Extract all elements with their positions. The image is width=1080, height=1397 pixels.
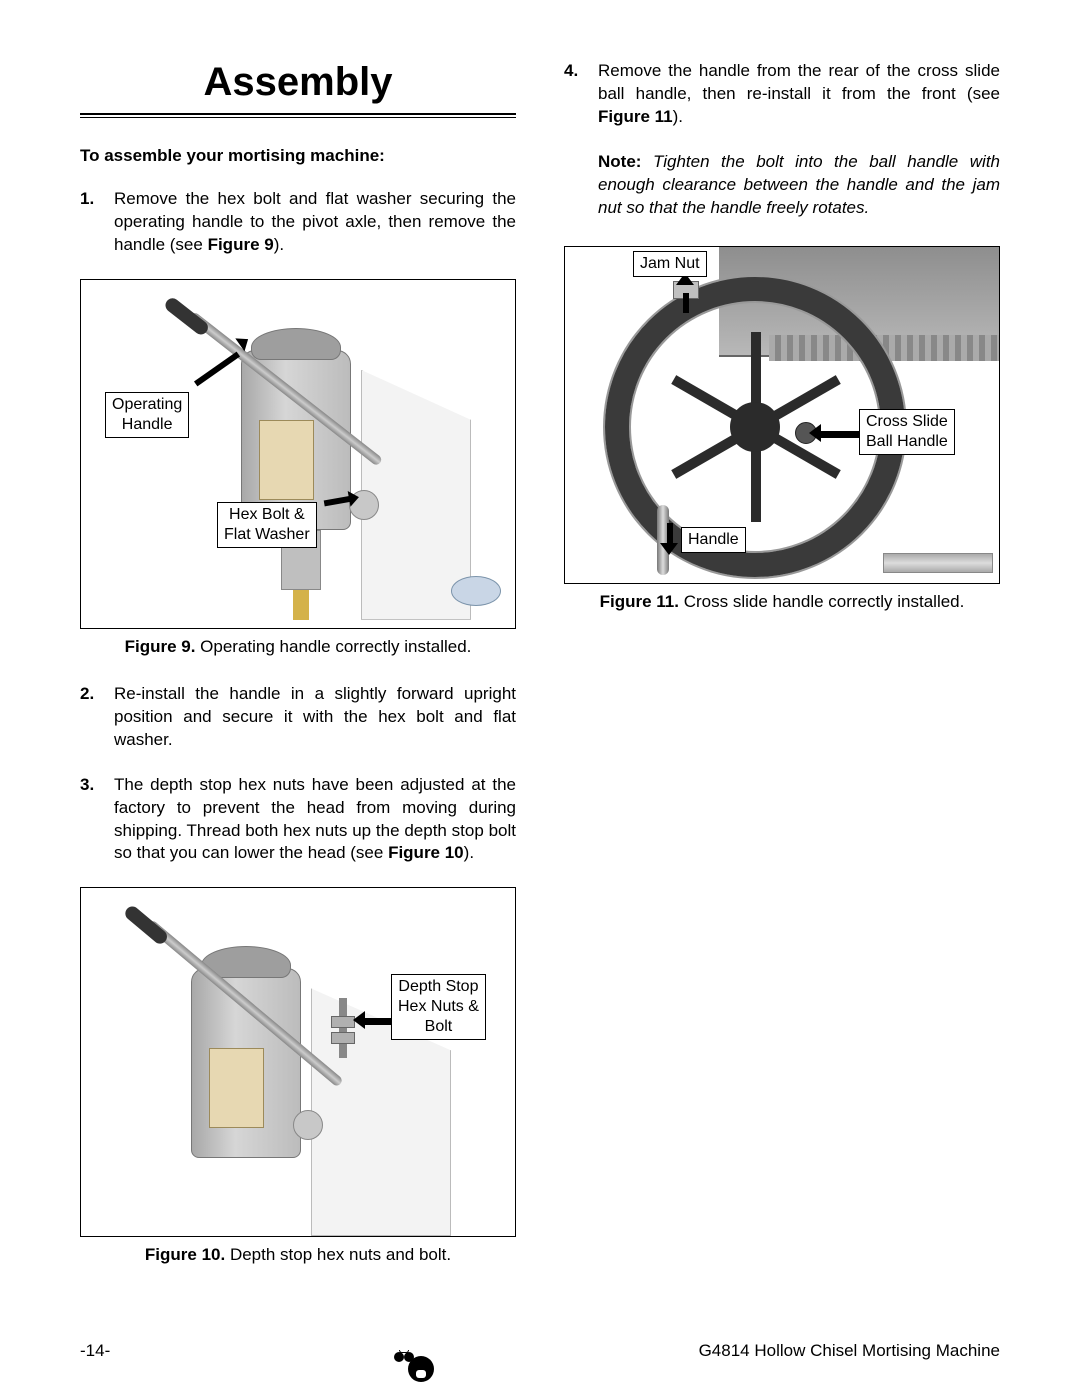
caption-text: Depth stop hex nuts and bolt. bbox=[225, 1245, 451, 1264]
step-4-note: Note: Tighten the bolt into the ball han… bbox=[598, 151, 1000, 220]
arrow bbox=[361, 1018, 395, 1025]
step-text-b: ). bbox=[274, 235, 284, 254]
step-text: The depth stop hex nuts have been adjust… bbox=[114, 774, 516, 866]
lead-screw bbox=[883, 553, 993, 573]
logo-icon bbox=[399, 1350, 409, 1353]
motor-label-plate bbox=[259, 420, 314, 500]
callout-cross-slide: Cross SlideBall Handle bbox=[859, 409, 955, 455]
step-2: 2. Re-install the handle in a slightly f… bbox=[80, 683, 516, 752]
step-number: 1. bbox=[80, 188, 114, 257]
brand-badge bbox=[451, 576, 501, 606]
arrow bbox=[194, 351, 240, 386]
step-text: Remove the hex bolt and flat washer secu… bbox=[114, 188, 516, 257]
step-text-a: Remove the handle from the rear of the c… bbox=[598, 61, 1000, 103]
figure-label: Figure 11. bbox=[600, 592, 679, 611]
step-text-b: ). bbox=[464, 843, 474, 862]
hex-nut bbox=[331, 1016, 355, 1028]
figure-label: Figure 9. bbox=[125, 637, 196, 656]
operating-handle-grip bbox=[163, 295, 211, 337]
figure-reference: Figure 9 bbox=[208, 235, 274, 254]
arrow bbox=[683, 293, 689, 313]
caption-text: Operating handle correctly installed. bbox=[195, 637, 471, 656]
callout-handle: Handle bbox=[681, 527, 746, 553]
step-number: 2. bbox=[80, 683, 114, 752]
figure-reference: Figure 11 bbox=[598, 107, 673, 126]
figure-9: OperatingHandle Hex Bolt &Flat Washer bbox=[80, 279, 516, 629]
page-title: Assembly bbox=[80, 60, 516, 105]
step-text: Re-install the handle in a slightly forw… bbox=[114, 683, 516, 752]
note-label: Note: bbox=[598, 152, 641, 171]
caption-text: Cross slide handle correctly installed. bbox=[679, 592, 964, 611]
hex-nut bbox=[331, 1032, 355, 1044]
step-number: 4. bbox=[564, 60, 598, 129]
callout-hex-bolt: Hex Bolt &Flat Washer bbox=[217, 502, 317, 548]
operating-handle-grip bbox=[123, 904, 170, 947]
chisel-tip bbox=[293, 590, 309, 620]
step-number: 3. bbox=[80, 774, 114, 866]
figure-10: Depth StopHex Nuts &Bolt bbox=[80, 887, 516, 1237]
callout-jam-nut: Jam Nut bbox=[633, 251, 707, 277]
page-number: -14- bbox=[80, 1341, 110, 1361]
callout-operating-handle: OperatingHandle bbox=[105, 392, 189, 438]
motor-cap bbox=[251, 328, 341, 360]
step-1: 1. Remove the hex bolt and flat washer s… bbox=[80, 188, 516, 257]
step-text-a: Remove the hex bolt and flat washer secu… bbox=[114, 189, 516, 254]
step-4: 4. Remove the handle from the rear of th… bbox=[564, 60, 1000, 129]
motor-label-plate bbox=[209, 1048, 264, 1128]
step-3: 3. The depth stop hex nuts have been adj… bbox=[80, 774, 516, 866]
figure-reference: Figure 10 bbox=[388, 843, 464, 862]
footer-model: G4814 Hollow Chisel Mortising Machine bbox=[699, 1341, 1000, 1361]
assembly-subhead: To assemble your mortising machine: bbox=[80, 146, 516, 166]
page-footer: -14- G4814 Hollow Chisel Mortising Machi… bbox=[80, 1341, 1000, 1361]
note-body: Tighten the bolt into the ball handle wi… bbox=[598, 152, 1000, 217]
arrow-head bbox=[353, 1011, 365, 1029]
figure-label: Figure 10. bbox=[145, 1245, 225, 1264]
figure-11: Jam Nut Handle Cross SlideBall Handle bbox=[564, 246, 1000, 584]
arrow bbox=[817, 431, 861, 438]
title-rule bbox=[80, 113, 516, 118]
handwheel-hub bbox=[730, 402, 780, 452]
step-text: Remove the handle from the rear of the c… bbox=[598, 60, 1000, 129]
depth-stop-bolt bbox=[339, 998, 347, 1058]
callout-depth-stop: Depth StopHex Nuts &Bolt bbox=[391, 974, 486, 1040]
figure-11-caption: Figure 11. Cross slide handle correctly … bbox=[564, 592, 1000, 612]
figure-9-caption: Figure 9. Operating handle correctly ins… bbox=[80, 637, 516, 657]
arrow-head bbox=[660, 543, 678, 555]
step-text-b: ). bbox=[673, 107, 683, 126]
figure-10-caption: Figure 10. Depth stop hex nuts and bolt. bbox=[80, 1245, 516, 1265]
arrow-head bbox=[809, 424, 821, 442]
